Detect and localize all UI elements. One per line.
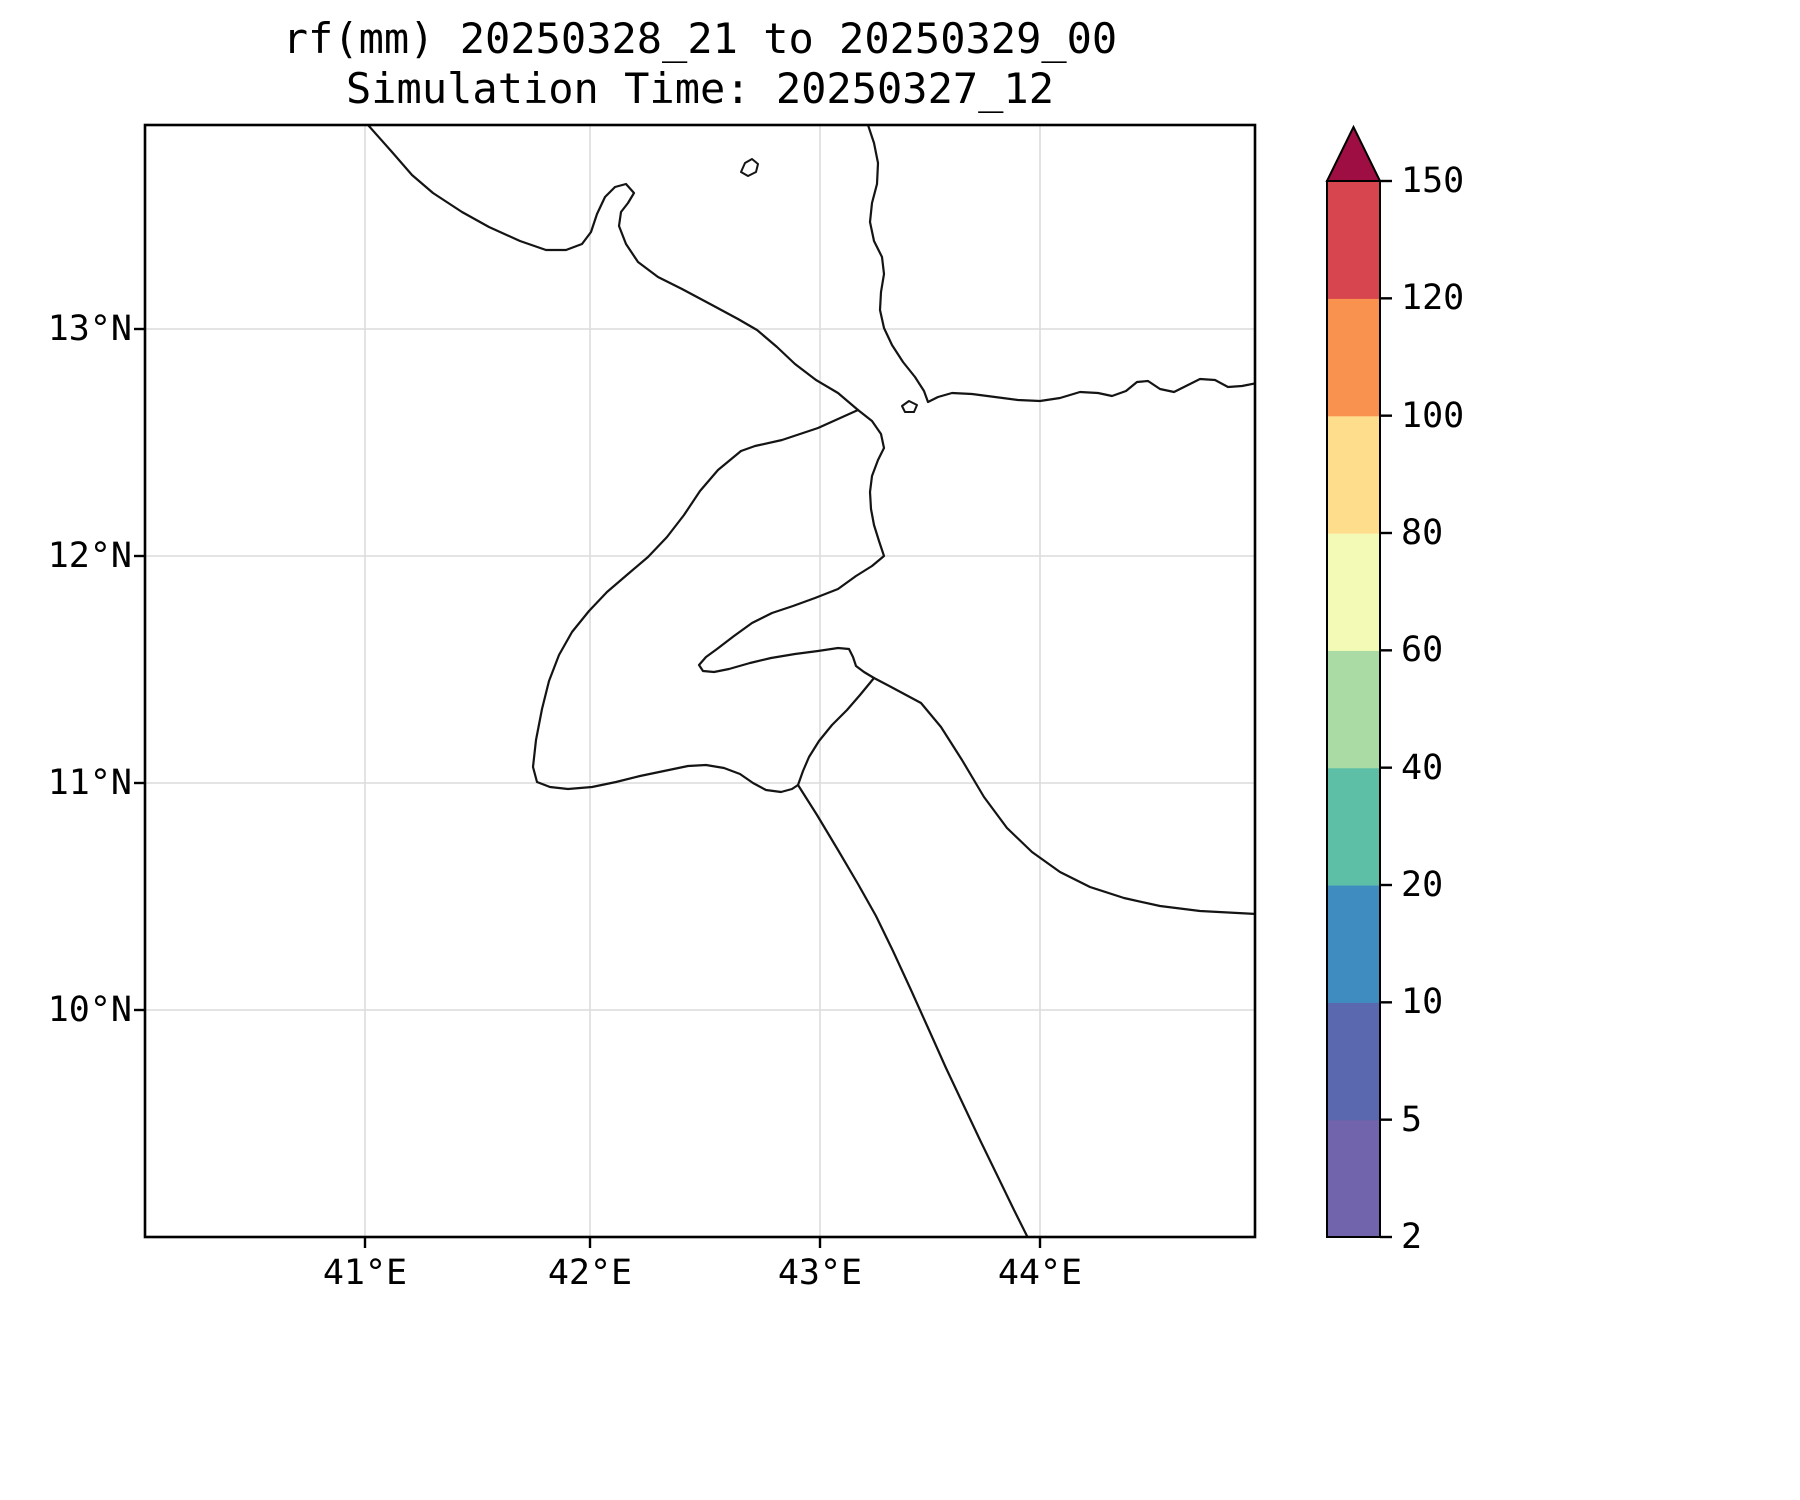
colorbar-segment xyxy=(1327,298,1380,417)
coastline-africa-red-sea-gulf-of-aden xyxy=(367,126,1254,915)
border-eritrea-djibouti xyxy=(739,408,860,453)
colorbar-tick-label: 10 xyxy=(1401,982,1444,1023)
border-ethiopia-djibouti xyxy=(531,449,800,794)
colorbar-tick-label: 40 xyxy=(1401,747,1444,788)
colorbar-over-arrow xyxy=(1325,124,1382,182)
colorbar-tick-label: 20 xyxy=(1401,865,1444,905)
gridlines xyxy=(146,126,1254,1236)
y-tick-label: 10°N xyxy=(47,990,132,1030)
colorbar-segment xyxy=(1327,533,1380,651)
title-line-2: Simulation Time: 20250327_12 xyxy=(345,64,1054,113)
colorbar-tick-label: 150 xyxy=(1401,161,1465,201)
border-djibouti-somaliland xyxy=(796,676,876,787)
map-layers xyxy=(367,126,1254,1236)
y-tick-label: 12°N xyxy=(47,536,132,576)
x-tick-label: 43°E xyxy=(777,1253,863,1293)
colorbar-tick-label: 2 xyxy=(1401,1217,1423,1257)
x-tick-label: 42°E xyxy=(547,1253,633,1293)
coastline-yemen xyxy=(867,126,1254,404)
colorbar-segment xyxy=(1327,181,1380,299)
x-tick-label: 41°E xyxy=(322,1253,408,1293)
colorbar-segment xyxy=(1327,885,1380,1003)
map-frame xyxy=(143,123,1257,1239)
axis-ticks xyxy=(134,327,1042,1248)
figure-title: rf(mm) 20250328_21 to 20250329_00 Simula… xyxy=(145,14,1255,114)
colorbar-tick-label: 100 xyxy=(1401,395,1465,436)
colorbar-segment xyxy=(1327,1002,1380,1121)
y-tick-label: 13°N xyxy=(47,309,132,349)
title-line-1: rf(mm) 20250328_21 to 20250329_00 xyxy=(282,14,1118,63)
colorbar-segment xyxy=(1327,415,1380,534)
island-zuqar xyxy=(740,158,759,177)
colorbar-tick-label: 120 xyxy=(1401,278,1465,319)
colorbar-segment xyxy=(1327,650,1380,769)
colorbar-tick-label: 5 xyxy=(1401,1099,1423,1140)
colorbar xyxy=(1325,124,1392,1239)
border-ethiopia-somaliland xyxy=(796,783,1029,1236)
colorbar-segment xyxy=(1327,1119,1380,1238)
island-perim xyxy=(901,400,918,413)
colorbar-tick-label: 80 xyxy=(1401,513,1444,553)
colorbar-tick-label: 60 xyxy=(1401,630,1444,671)
x-tick-label: 44°E xyxy=(997,1253,1083,1293)
y-tick-label: 11°N xyxy=(47,763,132,803)
colorbar-segment xyxy=(1327,767,1380,886)
